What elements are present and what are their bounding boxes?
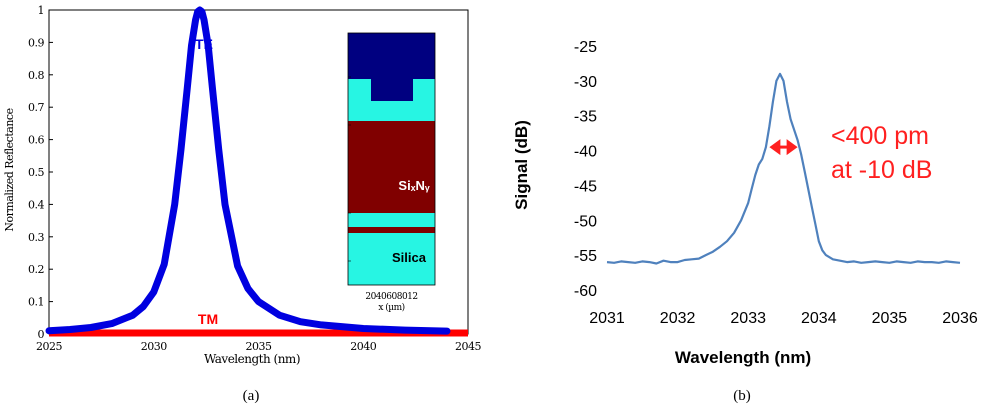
panel-a-xtick-label: 2045: [455, 340, 481, 353]
fwhm-annotation-line1: <400 pm: [831, 122, 929, 150]
panel-b-xtick-label: 2033: [730, 310, 766, 327]
series-label-te: TE: [195, 36, 213, 52]
panel-b-caption: (b): [733, 388, 751, 404]
fwhm-annotation: <400 pm at -10 dB: [769, 122, 932, 184]
panel-b-ytick-label: -45: [574, 178, 597, 195]
panel-b-xtick-label: 2035: [872, 310, 908, 327]
inset-label-silica: Silica: [392, 250, 427, 265]
panel-b-xtick-label: 2031: [589, 310, 625, 327]
panel-b-ylabel: Signal (dB): [512, 120, 531, 210]
fwhm-annotation-line2: at -10 dB: [831, 156, 932, 184]
inset-xlabel: x (µm): [378, 302, 404, 313]
panel-a-ytick-label: 0.3: [28, 231, 44, 244]
panel-a-ytick-label: 0.7: [28, 101, 44, 114]
panel-a-caption: (a): [243, 388, 260, 404]
panel-a-ytick-label: 0.8: [28, 69, 44, 82]
panel-b-signal-line: [606, 72, 961, 265]
panel-a-ytick-label: 0: [38, 328, 45, 341]
panel-a-ylabel: Normalized Reflectance: [3, 108, 16, 231]
series-te-line: [45, 6, 451, 335]
panel-b-ytick-label: -40: [574, 144, 597, 161]
panel-b-ytick-label: -30: [574, 74, 597, 91]
series-label-tm: TM: [198, 311, 218, 327]
inset-layer: [348, 121, 435, 213]
inset-frame: [347, 32, 436, 286]
panel-b-ytick-label: -60: [574, 283, 597, 300]
panel-b-xlabel: Wavelength (nm): [675, 348, 811, 367]
panel-a-ytick-label: 0.4: [28, 198, 44, 211]
panel-a-xtick-label: 2030: [141, 340, 167, 353]
fwhm-arrow-head-left: [769, 139, 781, 156]
panel-a-xtick-label: 2035: [246, 340, 272, 353]
panel-a-chart: 0 0.1 0.2 0.3 0.4 0.5 0.6 0.7 0.8 0.9 1 2025 2030 203…: [3, 4, 482, 404]
panel-a-ytick-label: 0.2: [28, 263, 44, 276]
panel-b-chart: -25 -30 -35 -40 -45 -50 -55 -60 2031 2032 2033 2034…: [512, 39, 978, 404]
panel-a-ytick-label: 0.1: [28, 296, 44, 309]
panel-b-ytick-label: -25: [574, 39, 597, 56]
panel-a-ytick-label: 1: [38, 4, 45, 17]
panel-a-xlabel: Wavelength (nm): [204, 352, 300, 366]
panel-b-xtick-label: 2034: [801, 310, 837, 327]
panel-a-ytick-label: 0.9: [28, 36, 44, 49]
panel-b-ytick-label: -35: [574, 109, 597, 126]
fwhm-arrow-head-right: [786, 139, 798, 156]
panel-b-xtick-label: 2032: [660, 310, 696, 327]
panel-a-xtick-label: 2040: [350, 340, 376, 353]
inset-layer: [348, 33, 435, 79]
inset-layer: [348, 233, 435, 285]
inset-label-sixny: SiₓNᵧ: [398, 178, 429, 193]
inset-xtick-labels: 2040608012: [365, 292, 417, 302]
inset-notch: [371, 79, 413, 101]
panel-b-ytick-label: -55: [574, 248, 597, 265]
panel-a-xtick-label: 2025: [36, 340, 62, 353]
panel-a-ytick-label: 0.6: [28, 134, 44, 147]
panel-b-ytick-label: -50: [574, 213, 597, 230]
panel-b-xtick-label: 2036: [942, 310, 978, 327]
inset-layer: [348, 213, 435, 227]
inset-layer: [348, 227, 435, 233]
panel-a-ytick-label: 0.5: [28, 166, 44, 179]
